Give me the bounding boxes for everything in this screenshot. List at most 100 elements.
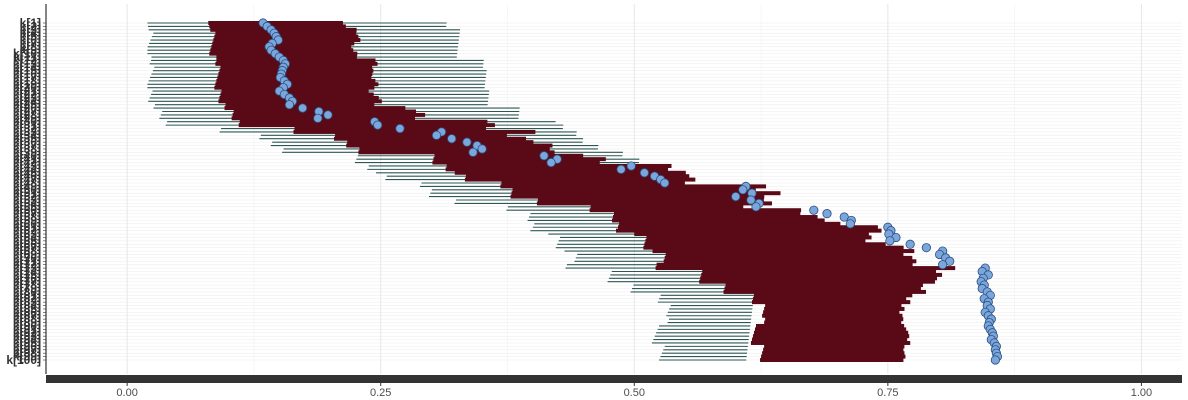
y-tick-label: k[9]	[20, 43, 41, 57]
inner-interval-bar	[208, 20, 343, 26]
inner-interval-bar	[219, 95, 379, 100]
y-tick-label: k[18]	[13, 74, 41, 88]
point-estimate	[738, 185, 748, 195]
y-tick-label: k[80]	[13, 285, 41, 299]
inner-interval-bar	[619, 221, 841, 226]
point-estimate	[447, 134, 457, 144]
y-tick-label: k[69]	[13, 247, 41, 261]
y-tick-label: k[90]	[13, 319, 41, 333]
point-estimate	[616, 164, 626, 174]
inner-interval-bar	[701, 272, 943, 277]
inner-interval-bar	[215, 82, 379, 87]
point-estimate	[284, 100, 295, 110]
inner-interval-bar	[215, 61, 378, 66]
inner-interval-bar	[218, 72, 373, 77]
y-tick-label: k[22]	[13, 87, 41, 101]
inner-interval-bar	[216, 78, 376, 83]
point-estimate	[477, 144, 487, 154]
y-tick-label: k[39]	[13, 145, 41, 159]
y-tick-label: k[34]	[13, 128, 41, 142]
inner-interval-bar	[754, 327, 907, 332]
y-tick-label: k[91]	[13, 322, 41, 336]
inner-interval-bar	[652, 249, 915, 254]
y-tick-label: k[65]	[13, 234, 41, 248]
inner-interval-bar	[644, 242, 886, 247]
y-tick-label: k[32]	[13, 122, 41, 136]
point-estimate	[660, 178, 670, 188]
y-tick-label: k[50]	[13, 183, 41, 197]
inner-interval-bar	[216, 55, 357, 60]
y-tick-label: k[70]	[13, 251, 41, 265]
y-tick-label: k[98]	[13, 346, 41, 360]
y-tick-label: k[61]	[13, 220, 41, 234]
point-estimate	[539, 151, 549, 161]
inner-interval-bar	[762, 351, 905, 356]
inner-interval-bar	[346, 143, 553, 148]
inner-interval-bar	[756, 323, 905, 328]
point-estimate	[639, 168, 650, 178]
point-estimate	[938, 260, 948, 270]
inner-interval-bar	[537, 198, 764, 203]
y-tick-label: k[100]	[6, 353, 41, 367]
inner-interval-bar	[763, 310, 900, 315]
y-tick-label: k[57]	[13, 207, 41, 221]
y-tick-label: k[31]	[13, 118, 41, 132]
inner-interval-bar	[220, 92, 374, 97]
y-tick-label: k[11]	[14, 50, 41, 64]
y-tick-label: k[66]	[13, 237, 41, 251]
point-estimate	[746, 195, 756, 205]
inner-interval-bar	[751, 300, 911, 305]
y-tick-label: k[36]	[13, 135, 41, 149]
y-tick-label: k[33]	[13, 125, 41, 139]
inner-interval-bar	[764, 344, 905, 349]
point-estimate	[822, 209, 832, 219]
inner-interval-bar	[209, 24, 346, 29]
inner-interval-bar	[762, 313, 903, 318]
y-tick-label: k[14]	[13, 60, 41, 74]
y-tick-label: k[35]	[13, 132, 41, 146]
point-estimate	[921, 243, 932, 253]
inner-interval-bar	[764, 306, 905, 311]
y-tick-label: k[60]	[13, 217, 41, 231]
y-tick-label: k[81]	[13, 288, 41, 302]
y-tick-label: k[29]	[13, 111, 41, 125]
inner-interval-bar	[347, 140, 534, 145]
y-tick-label: k[78]	[13, 278, 41, 292]
point-estimate	[313, 113, 323, 123]
y-tick-label: k[88]	[13, 312, 41, 326]
y-tick-label: k[27]	[13, 105, 41, 119]
y-tick-label: k[59]	[13, 213, 41, 227]
y-tick-label: k[4]	[20, 26, 41, 40]
inner-interval-bar	[751, 337, 908, 342]
point-estimate	[298, 103, 308, 113]
y-tick-label: k[46]	[13, 169, 41, 183]
inner-interval-bar	[224, 106, 406, 111]
y-tick-label: k[7]	[20, 36, 41, 50]
inner-interval-bar	[215, 31, 357, 36]
y-tick-label: k[8]	[20, 40, 41, 54]
y-tick-label: k[26]	[13, 101, 41, 115]
y-tick-label: k[15]	[13, 64, 41, 78]
point-estimate	[462, 137, 472, 147]
inner-interval-bar	[618, 225, 878, 230]
y-tick-label: k[53]	[13, 193, 41, 207]
inner-interval-bar	[432, 160, 600, 165]
inner-interval-bar	[643, 245, 904, 250]
inner-interval-bar	[216, 58, 376, 63]
inner-interval-bar	[294, 126, 486, 131]
x-tick-label: 0.00	[116, 387, 137, 399]
y-tick-label: k[3]	[20, 23, 41, 37]
inner-interval-bar	[358, 150, 555, 155]
point-estimate	[546, 157, 556, 168]
y-tick-label: k[5]	[20, 30, 41, 44]
inner-interval-bar	[723, 289, 926, 294]
y-tick-label: k[13]	[13, 57, 41, 71]
y-tick-label: k[28]	[13, 108, 41, 122]
point-estimate	[990, 355, 1000, 365]
y-tick-label: k[2]	[20, 19, 41, 33]
inner-interval-bar	[359, 146, 550, 151]
y-tick-label: k[68]	[13, 244, 41, 258]
y-tick-label: k[55]	[13, 200, 41, 214]
x-tick-label: 0.25	[370, 387, 391, 399]
inner-interval-bar	[221, 89, 369, 94]
